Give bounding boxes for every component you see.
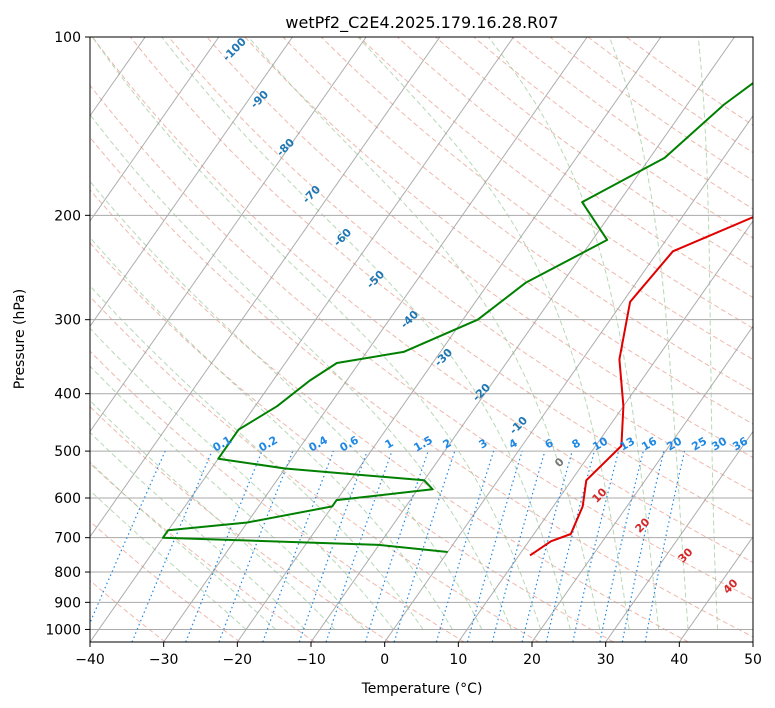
y-tick-label: 1000	[45, 622, 81, 638]
moist-adiabat-line	[90, 431, 306, 630]
moist-adiabat-line	[697, 37, 719, 630]
dry-adiabat-line	[358, 37, 753, 329]
x-tick-label: −20	[223, 652, 253, 668]
dry-adiabats	[90, 37, 753, 642]
isotherm-line	[384, 114, 753, 642]
moist-adiabat-line	[248, 37, 601, 630]
y-axis-label: Pressure (hPa)	[12, 289, 28, 389]
y-tick-label: 300	[54, 313, 81, 329]
dry-adiabat-line	[244, 37, 753, 425]
x-tick-label: −10	[296, 652, 326, 668]
dry-adiabat-line	[90, 405, 390, 642]
pressure-gridlines	[90, 37, 753, 630]
x-tick-label: 10	[449, 652, 467, 668]
moist-adiabat-line	[161, 37, 571, 630]
dry-adiabat-line	[90, 242, 614, 642]
isotherm-line	[236, 37, 662, 642]
moist-adiabat-line	[90, 236, 453, 630]
temperature-profile-line	[529, 216, 753, 557]
x-tick-label: 30	[597, 652, 615, 668]
isotherm-line	[457, 220, 753, 642]
moist-adiabat-line	[91, 37, 542, 630]
mixing-ratio-line	[644, 450, 686, 642]
isotherm-line	[90, 37, 293, 328]
mixing-ratio-line	[185, 450, 263, 642]
dewpoint-profile-line	[162, 81, 753, 553]
dry-adiabat-line	[90, 579, 166, 642]
plot-area: -100-90-80-70-60-50-40-30-20-10 0.1 0.2 0.…	[90, 37, 753, 642]
mixing-ratio-line	[393, 450, 456, 642]
isotherms	[90, 37, 753, 642]
dry-adiabat-line	[90, 462, 315, 642]
y-tick-label: 500	[54, 444, 81, 460]
isotherm-line	[90, 37, 220, 222]
moist-adiabat-line	[357, 37, 630, 630]
dry-adiabat-line	[92, 37, 753, 563]
dry-adiabat-line	[206, 37, 753, 459]
dry-adiabat-line	[168, 37, 753, 493]
mixing-ratio-labels: 0.1 0.2 0.4 0.6 1 1.5 2 3 4 6 8 10 13 16 20 25 30 36	[211, 433, 751, 454]
x-axis-label: Temperature (°C)	[361, 681, 483, 697]
moist-adiabat-line	[90, 399, 335, 630]
moist-adiabat-line	[90, 285, 424, 630]
y-tick-label: 200	[54, 208, 81, 224]
dry-adiabat-line	[90, 136, 753, 638]
mixing-ratio-line	[325, 450, 393, 642]
moist-adiabat-line	[608, 37, 689, 630]
isotherm-line	[90, 37, 441, 538]
isotherm-line	[310, 37, 735, 642]
isotherm-line	[678, 535, 753, 642]
x-axis-ticks: −40 −30 −20 −10 0 10 20 30 40 50	[75, 642, 762, 668]
mixing-ratio-line	[466, 450, 523, 642]
dry-adiabat-line	[90, 295, 540, 642]
dry-adiabat-line	[90, 84, 753, 600]
mixing-ratio-line	[621, 450, 665, 642]
y-axis-ticks: 100 200 300 400 500 600 700 800 900 1000	[45, 30, 90, 638]
y-tick-label: 100	[54, 30, 81, 46]
moist-adiabat-line	[487, 37, 660, 630]
y-tick-label: 400	[54, 387, 81, 403]
isotherm-line	[90, 37, 367, 433]
y-tick-label: 600	[54, 491, 81, 507]
isotherm-line	[531, 325, 753, 642]
x-tick-label: 40	[670, 652, 688, 668]
mixing-ratio-line	[218, 450, 294, 642]
y-tick-label: 700	[54, 531, 81, 547]
isotherm-line	[605, 430, 753, 642]
chart-title: wetPf2_C2E4.2025.179.16.28.R07	[285, 13, 558, 33]
mixing-ratio-line	[435, 450, 495, 642]
dry-adiabat-line	[397, 37, 753, 299]
isotherm-line	[90, 37, 514, 642]
dry-adiabat-line	[320, 37, 753, 361]
moist-adiabat-line	[90, 113, 512, 630]
dry-adiabat-line	[90, 189, 689, 642]
profile-series	[162, 81, 753, 557]
isotherm-line	[163, 37, 588, 642]
x-tick-label: 0	[380, 652, 389, 668]
x-tick-label: −30	[149, 652, 179, 668]
mixing-ratio-lines	[90, 450, 686, 642]
moist-adiabat-line	[90, 365, 365, 630]
x-tick-label: −40	[75, 652, 105, 668]
y-tick-label: 900	[54, 595, 81, 611]
plot-frame	[89, 36, 754, 643]
x-tick-label: 20	[523, 652, 541, 668]
y-tick-label: 800	[54, 565, 81, 581]
mixing-ratio-line	[364, 450, 429, 642]
x-tick-label: 50	[744, 652, 762, 668]
